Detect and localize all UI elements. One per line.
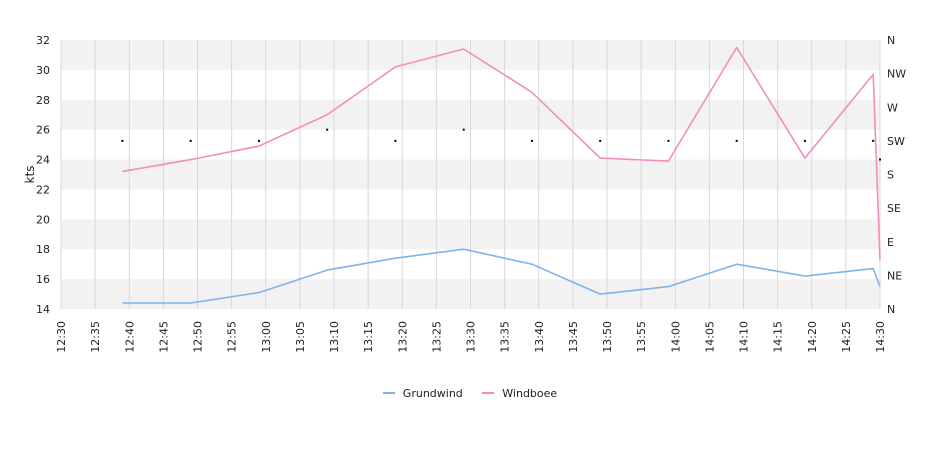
y-axis-title: kts <box>23 166 37 184</box>
x-tick-label: 14:30 <box>874 321 887 353</box>
legend-swatch-grundwind <box>382 392 395 394</box>
direction-marker <box>879 158 881 161</box>
direction-marker <box>326 128 329 131</box>
y-tick-label: 24 <box>36 154 50 167</box>
x-tick-label: 13:00 <box>260 321 273 353</box>
direction-tick-label: E <box>887 236 894 249</box>
x-tick-label: 12:35 <box>89 321 102 353</box>
x-tick-label: 13:40 <box>533 321 546 353</box>
legend-swatch-windboee <box>482 392 495 394</box>
direction-tick-label: N <box>887 303 895 316</box>
direction-marker <box>189 139 192 142</box>
direction-marker <box>530 139 533 142</box>
y-tick-label: 20 <box>36 213 50 226</box>
x-tick-label: 13:55 <box>635 321 648 353</box>
x-tick-label: 13:35 <box>499 321 512 353</box>
x-tick-label: 13:30 <box>465 321 478 353</box>
direction-tick-label: N <box>887 34 895 47</box>
direction-tick-label: NW <box>887 68 906 81</box>
x-tick-label: 14:15 <box>772 321 785 353</box>
direction-marker <box>735 139 738 142</box>
legend-item-grundwind[interactable]: Grundwind <box>382 386 463 400</box>
x-tick-label: 14:00 <box>669 321 682 353</box>
x-tick-label: 13:10 <box>328 321 341 353</box>
x-tick-label: 14:05 <box>703 321 716 353</box>
legend-label-windboee: Windboee <box>502 386 558 400</box>
x-tick-label: 13:15 <box>362 321 375 353</box>
y-axis-right-direction: N NE E SE S SW W NW N <box>887 34 906 316</box>
x-tick-label: 12:40 <box>123 321 136 353</box>
y-tick-label: 30 <box>36 64 50 77</box>
direction-marker <box>599 139 602 142</box>
series-lines <box>122 46 881 304</box>
x-tick-label: 14:20 <box>806 321 819 353</box>
y-tick-label: 28 <box>36 94 50 107</box>
direction-marker <box>257 139 260 142</box>
x-tick-label: 13:25 <box>430 321 443 353</box>
y-tick-label: 16 <box>36 273 50 286</box>
x-tick-label: 13:45 <box>567 321 580 353</box>
legend: Grundwind Windboee <box>0 384 940 400</box>
x-tick-label: 13:20 <box>396 321 409 353</box>
x-tick-label: 12:50 <box>192 321 205 353</box>
direction-tick-label: NE <box>887 269 902 282</box>
y-tick-label: 22 <box>36 183 50 196</box>
direction-tick-label: S <box>887 169 894 182</box>
y-tick-label: 18 <box>36 243 50 256</box>
x-tick-label: 14:25 <box>840 321 853 353</box>
direction-marker <box>394 139 397 142</box>
x-axis: 12:30 12:35 12:40 12:45 12:50 12:55 13:00 13:05… <box>55 321 887 353</box>
x-tick-label: 12:55 <box>226 321 239 353</box>
direction-marker <box>667 139 670 142</box>
direction-marker <box>872 139 875 142</box>
y-tick-label: 26 <box>36 124 50 137</box>
direction-markers <box>121 128 881 161</box>
x-tick-label: 13:05 <box>294 321 307 353</box>
direction-tick-label: SE <box>887 202 901 215</box>
vertical-gridlines <box>60 40 881 309</box>
direction-marker <box>803 139 806 142</box>
direction-tick-label: W <box>887 101 898 114</box>
x-tick-label: 12:30 <box>55 321 68 353</box>
x-tick-label: 14:10 <box>738 321 751 353</box>
series-line-windboee <box>122 46 881 260</box>
x-tick-label: 13:50 <box>601 321 614 353</box>
x-tick-label: 12:45 <box>157 321 170 353</box>
legend-label-grundwind: Grundwind <box>402 386 463 400</box>
y-tick-label: 32 <box>36 34 50 47</box>
direction-tick-label: SW <box>887 135 905 148</box>
legend-item-windboee[interactable]: Windboee <box>482 387 557 400</box>
direction-marker <box>462 128 465 131</box>
y-tick-label: 14 <box>36 303 50 316</box>
series-line-grundwind <box>122 248 881 304</box>
direction-marker <box>121 139 124 142</box>
y-axis-left: 14 16 18 20 22 24 26 28 30 32 <box>36 34 50 316</box>
